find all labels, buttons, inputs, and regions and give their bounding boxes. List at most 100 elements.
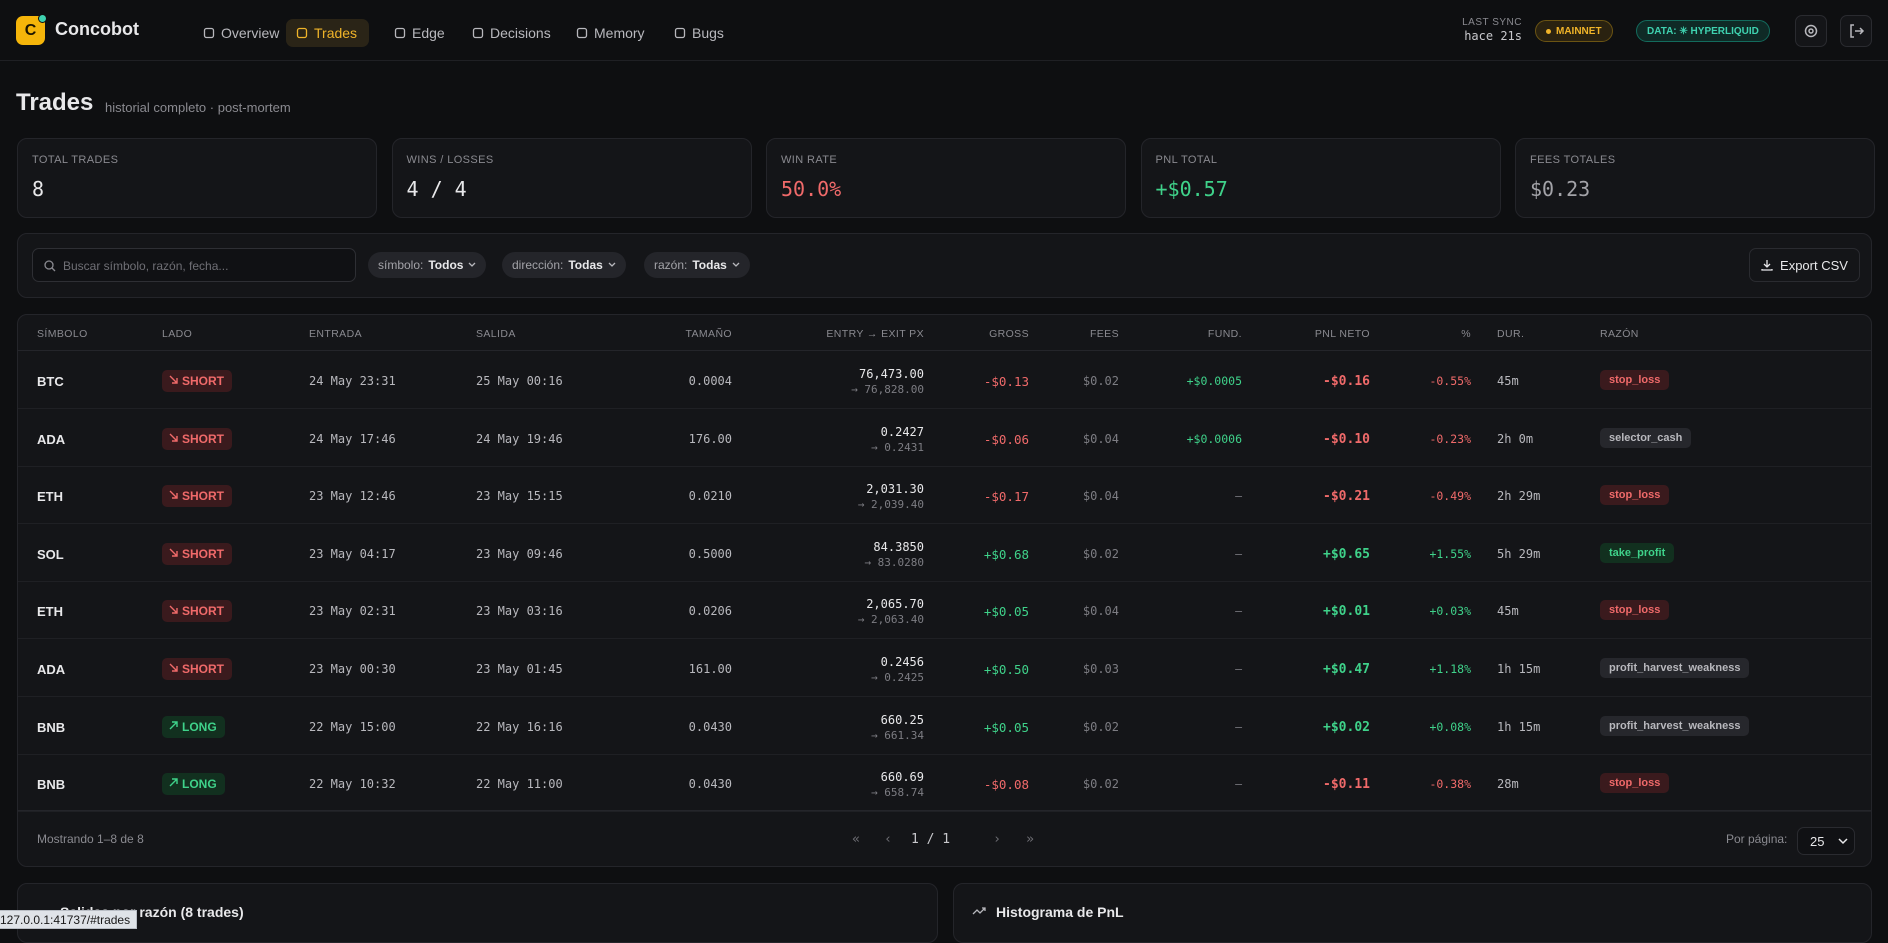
side-badge: SHORT [162, 485, 232, 508]
exit-price: → 0.2425 [871, 671, 924, 684]
funding: — [1235, 546, 1242, 561]
fees: $0.02 [1082, 719, 1119, 734]
side-badge: SHORT [162, 600, 232, 623]
exit-price: → 0.2431 [871, 440, 924, 454]
search-input[interactable]: Buscar símbolo, razón, fecha... [32, 248, 356, 282]
gross: -$0.17 [983, 489, 1029, 505]
per-page-value: 25 [1810, 833, 1825, 849]
pnl-pct: -0.49% [1429, 489, 1471, 504]
dot [1546, 28, 1551, 34]
chevron [1838, 838, 1848, 845]
nav-item[interactable]: Overview [193, 19, 291, 47]
chevron [732, 262, 740, 267]
exit-time: 25 May 00:16 [476, 374, 563, 388]
side-arrow [169, 375, 178, 384]
status-dot [38, 14, 47, 23]
nav-icon [296, 27, 308, 39]
table-row[interactable] [18, 697, 1871, 755]
column-header: SALIDA [476, 328, 516, 340]
nav-item[interactable]: Memory [566, 19, 657, 47]
side-arrow [169, 663, 178, 672]
page-button[interactable]: › [993, 832, 1001, 847]
filter-select[interactable]: dirección: Todas [502, 252, 626, 278]
pnl-pct: -0.38% [1429, 777, 1471, 792]
data-badge: DATA: ✳ HYPERLIQUID [1636, 20, 1770, 42]
side-badge: SHORT [162, 542, 232, 565]
export-button[interactable]: Export CSV [1749, 248, 1860, 282]
nav-item[interactable]: Bugs [664, 19, 736, 47]
fees: $0.02 [1082, 374, 1119, 388]
symbol: ETH [37, 489, 63, 505]
pnl-net: +$0.02 [1323, 719, 1370, 735]
size: 0.0004 [688, 374, 732, 388]
table-row[interactable] [18, 639, 1871, 697]
pnl-pct: +0.03% [1429, 604, 1471, 619]
entry-price: 660.69 [880, 770, 924, 785]
exit-time: 23 May 03:16 [476, 604, 563, 619]
entry-price: 0.2427 [880, 424, 924, 439]
stat-label: TOTAL TRADES [32, 154, 119, 166]
table-row[interactable] [18, 409, 1871, 467]
duration: 5h 29m [1497, 546, 1541, 561]
table-row[interactable] [18, 524, 1871, 582]
column-header: FUND. [1207, 328, 1242, 340]
column-header: ENTRADA [309, 328, 362, 340]
reason-badge: profit_harvest_weakness [1600, 658, 1750, 678]
per-page-select[interactable]: 25 [1797, 827, 1855, 855]
exit-time: 24 May 19:46 [476, 431, 563, 446]
chevron [608, 262, 616, 267]
exit-time: 23 May 09:46 [476, 546, 563, 561]
download-icon [1761, 260, 1773, 271]
filter-select[interactable]: símbolo: Todos [368, 252, 487, 278]
footer-divider [18, 810, 1871, 811]
nav-item[interactable]: Trades [286, 19, 370, 47]
page-button[interactable]: » [1026, 832, 1034, 847]
table-row[interactable] [18, 466, 1871, 525]
exit-price: → 83.0280 [864, 555, 924, 569]
chevron [469, 262, 476, 267]
stat-value: 8 [32, 177, 45, 201]
pnl-pct: -0.23% [1429, 431, 1471, 446]
exit-price: → 2,063.40 [857, 613, 924, 627]
size: 161.00 [688, 662, 732, 676]
page-button[interactable]: ‹ [884, 832, 892, 847]
reasons-panel: Salidas por razón (8 trades) [17, 883, 938, 943]
column-header: RAZÓN [1600, 328, 1639, 340]
table-row[interactable] [18, 351, 1871, 409]
symbol: ADA [37, 431, 66, 447]
stat-label: WIN RATE [781, 154, 838, 166]
funding: — [1235, 777, 1242, 792]
gross: +$0.05 [983, 604, 1029, 620]
gross: -$0.06 [983, 431, 1029, 447]
page-button[interactable]: « [852, 832, 860, 847]
nav-label: Overview [221, 25, 280, 41]
filter-select[interactable]: razón: Todas [644, 252, 750, 278]
fees: $0.04 [1082, 431, 1119, 446]
exit-time: 23 May 01:45 [476, 662, 563, 676]
nav-icon [674, 27, 686, 39]
funding: +$0.0006 [1186, 431, 1242, 446]
nav-label: Decisions [490, 25, 551, 41]
funding: +$0.0005 [1186, 374, 1242, 388]
symbol: BTC [37, 374, 64, 389]
table-row[interactable] [18, 754, 1871, 813]
duration: 1h 15m [1497, 662, 1541, 676]
exit-price: → 2,039.40 [857, 498, 924, 512]
entry-time: 23 May 02:31 [309, 604, 396, 619]
per-page-label: Por página: [1726, 832, 1788, 846]
pnl-net: +$0.65 [1323, 546, 1370, 562]
page-indicator: 1 / 1 [911, 832, 951, 847]
symbol: SOL [37, 546, 64, 562]
status-bar: 127.0.0.1:41737/#trades [0, 910, 138, 929]
side-badge: LONG [162, 773, 225, 796]
logout-button[interactable] [1840, 15, 1872, 47]
settings-button[interactable] [1795, 15, 1827, 47]
nav-item[interactable]: Edge [384, 19, 457, 47]
entry-price: 2,065.70 [866, 597, 924, 612]
side-badge: SHORT [162, 658, 232, 680]
nav-item[interactable]: Decisions [462, 19, 563, 47]
table-row[interactable] [18, 581, 1871, 640]
pnl-net: +$0.01 [1323, 604, 1370, 620]
